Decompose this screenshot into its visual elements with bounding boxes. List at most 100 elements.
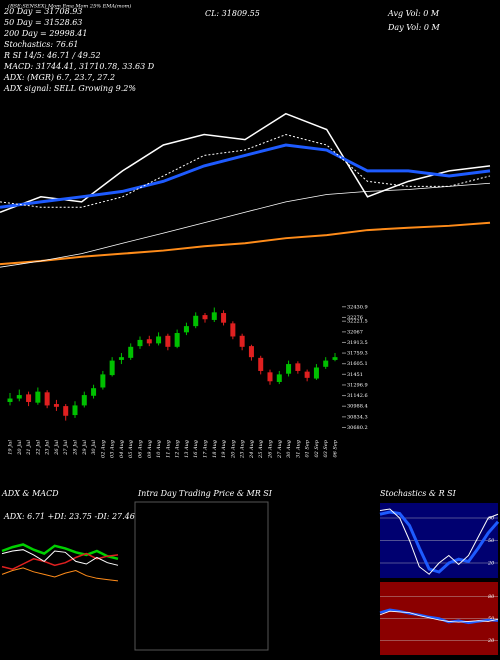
- x-tick-label: 03 Aug: [110, 440, 116, 458]
- panel-title: Intra Day Trading Price & MR SI: [137, 489, 273, 498]
- candle-body: [230, 323, 236, 337]
- x-tick-label: 27 Aug: [277, 440, 283, 459]
- y-tick-label: 32430.9: [347, 304, 368, 310]
- y-tick-label: 50: [488, 538, 495, 544]
- candle-body: [72, 405, 78, 416]
- x-tick-label: 02 Aug: [100, 440, 106, 458]
- candle-body: [313, 367, 319, 379]
- x-tick-label: 10 Aug: [156, 440, 162, 458]
- indicator-text: Stochastics: 76.61: [4, 40, 79, 49]
- day-volume: Day Vol: 0 M: [387, 23, 441, 32]
- candle-body: [276, 374, 282, 382]
- y-tick-label: 31913.5: [347, 340, 368, 346]
- x-tick-label: 17 Aug: [203, 440, 209, 458]
- candle-body: [174, 333, 180, 347]
- x-tick-label: 20 Jul: [17, 440, 23, 456]
- candle-body: [211, 312, 217, 320]
- indicator-text: 50 Day = 31528.63: [4, 18, 82, 27]
- panel-title: ADX & MACD: [1, 489, 59, 498]
- x-tick-label: 24 Aug: [249, 440, 255, 459]
- y-tick-label: 32221.5: [347, 319, 368, 325]
- indicator-text: ADX: (MGR) 6.7, 23.7, 27.2: [3, 73, 115, 82]
- candle-body: [258, 357, 264, 371]
- header-title: (BSE:SENSEX) Mom Ema Mom 25% EMA(mom): [8, 3, 131, 10]
- candle-body: [16, 395, 22, 399]
- series-line: [1, 567, 119, 582]
- x-tick-label: 04 Aug: [119, 440, 125, 458]
- y-tick-label: 30988.4: [347, 404, 368, 410]
- x-tick-label: 20 Aug: [230, 440, 236, 459]
- candle-body: [146, 339, 152, 344]
- candle-body: [295, 363, 301, 371]
- x-tick-label: 11 Aug: [165, 440, 171, 458]
- candle-body: [165, 335, 171, 347]
- series-line: [0, 182, 491, 268]
- y-tick-label: 31759.3: [347, 351, 368, 357]
- x-tick-label: 28 Jul: [73, 440, 79, 456]
- panel-title: Stochastics & R SI: [380, 489, 457, 498]
- candle-body: [91, 388, 97, 396]
- candle-body: [128, 346, 134, 358]
- candle-body: [156, 336, 162, 344]
- candle-body: [118, 357, 124, 360]
- x-tick-label: 09 Aug: [147, 440, 153, 458]
- x-tick-label: 23 Aug: [240, 440, 246, 459]
- x-tick-label: 30 Jul: [91, 440, 97, 455]
- candle-body: [323, 360, 329, 367]
- indicator-text: ADX signal: SELL Growing 9.2%: [3, 84, 136, 93]
- series-line: [0, 134, 491, 208]
- candle-body: [332, 357, 338, 360]
- indicator-text: R SI 14/5: 46.71 / 49.52: [3, 51, 101, 60]
- series-line: [1, 549, 119, 566]
- intraday-panel: [134, 501, 269, 651]
- candle-body: [44, 392, 50, 406]
- candle-body: [53, 404, 59, 407]
- x-tick-label: 23 Jul: [45, 440, 51, 456]
- candle-body: [193, 315, 199, 327]
- x-tick-label: 05 Aug: [128, 440, 134, 458]
- x-tick-label: 16 Aug: [193, 440, 199, 458]
- y-tick-label: 31451: [347, 372, 363, 378]
- series-line: [0, 112, 491, 213]
- x-tick-label: 25 Aug: [258, 440, 264, 459]
- y-tick-label: 20: [487, 561, 495, 567]
- x-tick-label: 26 Aug: [268, 440, 274, 459]
- candle-body: [304, 371, 310, 378]
- x-tick-label: 21 Jul: [26, 440, 32, 456]
- y-tick-label: 80: [488, 516, 495, 522]
- close-price: CL: 31809.55: [205, 9, 260, 18]
- y-tick-label: 32276: [347, 315, 363, 321]
- adx-readout: ADX: 6.71 +DI: 23.75 -DI: 27.46: [3, 512, 135, 521]
- x-tick-label: 12 Aug: [175, 440, 181, 458]
- x-tick-label: 22 Jul: [35, 440, 41, 456]
- y-tick-label: 20: [487, 638, 495, 644]
- candle-body: [35, 391, 41, 403]
- x-tick-label: 26 Jul: [54, 440, 60, 456]
- x-tick-label: 06 Aug: [138, 440, 144, 458]
- series-line: [0, 221, 491, 266]
- candle-body: [81, 395, 87, 406]
- candle-body: [26, 394, 32, 402]
- y-tick-label: 31296.9: [347, 382, 368, 388]
- candle-body: [100, 374, 106, 388]
- x-tick-label: 31 Aug: [295, 440, 301, 458]
- x-tick-label: 03 Sep: [323, 439, 329, 457]
- candle-body: [267, 372, 273, 382]
- indicator-text: 200 Day = 29998.41: [3, 29, 87, 38]
- candle-body: [239, 335, 245, 347]
- y-tick-label: 32067: [347, 329, 363, 335]
- x-tick-label: 18 Aug: [212, 440, 218, 458]
- x-tick-label: 19 Aug: [221, 440, 227, 458]
- series-line: [1, 552, 119, 570]
- candle-body: [221, 313, 227, 323]
- series-line: [379, 608, 499, 625]
- candle-body: [248, 346, 254, 358]
- x-tick-label: 29 Jul: [82, 440, 88, 456]
- x-tick-label: 19 Jul: [8, 440, 14, 455]
- candle-body: [286, 364, 292, 374]
- y-tick-label: 30834.3: [347, 414, 368, 420]
- candle-body: [63, 406, 69, 416]
- candle-body: [183, 326, 189, 333]
- x-tick-label: 06 Sep: [333, 439, 339, 457]
